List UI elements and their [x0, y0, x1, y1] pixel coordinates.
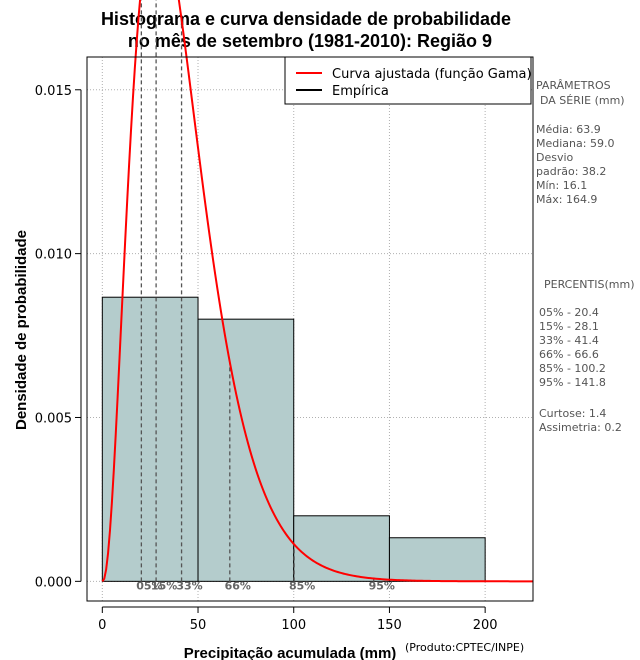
- percentil-85: 85% - 100.2: [539, 362, 606, 375]
- credit-text: (Produto:CPTEC/INPE): [405, 641, 524, 654]
- histogram-bar-0: [101, 296, 199, 582]
- legend: Curva ajustada (função Gama) Empírica: [284, 56, 532, 105]
- percentile-label-5: 95%: [369, 579, 395, 592]
- percentis-title: PERCENTIS(mm): [544, 278, 635, 291]
- x-tick-label-2: 100: [281, 618, 306, 633]
- x-tick-label-4: 200: [473, 618, 498, 633]
- param-desvio: Desvio: [536, 151, 574, 164]
- x-tick-label-3: 150: [377, 618, 402, 633]
- param-media: Média: 63.9: [536, 123, 601, 136]
- legend-entry-curve: Curva ajustada (função Gama): [332, 67, 532, 82]
- percentile-lines: [140, 0, 375, 582]
- y-axis-label: Densidade de probabilidade: [13, 230, 30, 430]
- percentil-15: 15% - 28.1: [539, 320, 599, 333]
- percentil-05: 05% - 20.4: [539, 306, 599, 319]
- side-panel: PARÂMETROS DA SÉRIE (mm) Média: 63.9 Med…: [536, 79, 635, 434]
- legend-box: [284, 56, 532, 105]
- percentil-33: 33% - 41.4: [539, 334, 599, 347]
- y-tick-label-0: 0.000: [35, 575, 72, 590]
- parametros-title-2: DA SÉRIE (mm): [540, 94, 625, 107]
- chart-title-line-2: no mês de setembro (1981-2010): Região 9: [128, 31, 492, 51]
- y-tick-label-2: 0.010: [35, 248, 72, 263]
- x-axis: 0 50 100 150 200: [98, 606, 498, 633]
- x-tick-label-1: 50: [190, 618, 207, 633]
- histogram-bar-1: [197, 318, 295, 582]
- param-padrao: padrão: 38.2: [536, 165, 606, 178]
- param-max: Máx: 164.9: [536, 193, 597, 206]
- percentile-label-1: 15%: [151, 579, 177, 592]
- y-axis: 0.000 0.005 0.010 0.015: [35, 84, 82, 590]
- histogram-bar-2: [293, 515, 390, 582]
- gamma-curve: [101, 0, 533, 583]
- y-tick-label-3: 0.015: [35, 84, 72, 99]
- curtose-text: Curtose: 1.4: [539, 407, 606, 420]
- percentile-labels: 05%15% 33% 66% 85% 95%: [136, 579, 395, 592]
- percentile-label-4: 85%: [289, 579, 315, 592]
- percentil-95: 95% - 141.8: [539, 376, 606, 389]
- percentil-66: 66% - 66.6: [539, 348, 599, 361]
- gamma-curve-layer: [101, 0, 533, 583]
- y-tick-label-1: 0.005: [35, 411, 72, 426]
- histogram-bar-3: [388, 537, 486, 582]
- percentile-label-0: 05%: [136, 579, 162, 592]
- x-tick-label-0: 0: [98, 618, 106, 633]
- histogram-bars: [101, 296, 486, 582]
- assimetria-text: Assimetria: 0.2: [539, 421, 622, 434]
- percentile-label-2: 33%: [176, 579, 202, 592]
- param-min: Mín: 16.1: [536, 179, 587, 192]
- legend-entry-empirical: Empírica: [332, 84, 389, 99]
- x-axis-label: Precipitação acumulada (mm): [184, 645, 397, 660]
- chart-title-line-1: Histograma e curva densidade de probabil…: [101, 9, 511, 29]
- percentile-label-3: 66%: [225, 579, 251, 592]
- param-mediana: Mediana: 59.0: [536, 137, 614, 150]
- parametros-title-1: PARÂMETROS: [536, 79, 611, 92]
